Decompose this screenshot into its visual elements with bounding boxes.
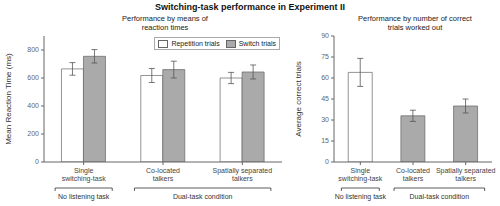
html-text:reaction times: reaction times bbox=[141, 23, 189, 32]
svg-text:600: 600 bbox=[27, 74, 39, 81]
svg-text:Spatially separatedtalkers: Spatially separatedtalkers bbox=[213, 167, 273, 182]
svg-text:No listening task: No listening task bbox=[335, 193, 387, 201]
svg-text:60: 60 bbox=[321, 74, 329, 81]
html-text:Performance by means of: Performance by means of bbox=[122, 14, 208, 23]
svg-text:400: 400 bbox=[27, 102, 39, 109]
svg-text:0: 0 bbox=[325, 158, 329, 165]
svg-text:15: 15 bbox=[321, 137, 329, 144]
html-text:Switch trials: Switch trials bbox=[238, 40, 276, 47]
svg-text:Spatially separatedtalkers: Spatially separatedtalkers bbox=[436, 167, 492, 182]
svg-text:0: 0 bbox=[35, 158, 39, 165]
svg-text:Dual-task condition: Dual-task condition bbox=[410, 193, 470, 200]
html-text:trials worked out: trials worked out bbox=[387, 23, 443, 32]
svg-text:45: 45 bbox=[321, 95, 329, 102]
svg-text:No listening task: No listening task bbox=[58, 193, 110, 201]
svg-text:200: 200 bbox=[27, 130, 39, 137]
svg-text:Co-locatedtalkers: Co-locatedtalkers bbox=[396, 167, 430, 182]
svg-text:30: 30 bbox=[321, 116, 329, 123]
svg-text:Co-locatedtalkers: Co-locatedtalkers bbox=[146, 167, 180, 182]
svg-text:Singleswitching-task: Singleswitching-task bbox=[62, 167, 106, 183]
html-text:Switching-task performance in: Switching-task performance in Experiment… bbox=[155, 2, 345, 12]
svg-text:800: 800 bbox=[27, 46, 39, 53]
svg-text:90: 90 bbox=[321, 32, 329, 39]
svg-text:Average correct trials: Average correct trials bbox=[294, 61, 303, 136]
svg-text:Mean Reaction Time (ms): Mean Reaction Time (ms) bbox=[8, 53, 13, 145]
svg-text:Dual-task condition: Dual-task condition bbox=[173, 193, 233, 200]
html-text:Repetition trials: Repetition trials bbox=[171, 40, 220, 47]
svg-text:75: 75 bbox=[321, 53, 329, 60]
svg-text:Singleswitching-task: Singleswitching-task bbox=[338, 167, 382, 183]
html-text:Performance by number of corre: Performance by number of correct bbox=[358, 14, 472, 23]
